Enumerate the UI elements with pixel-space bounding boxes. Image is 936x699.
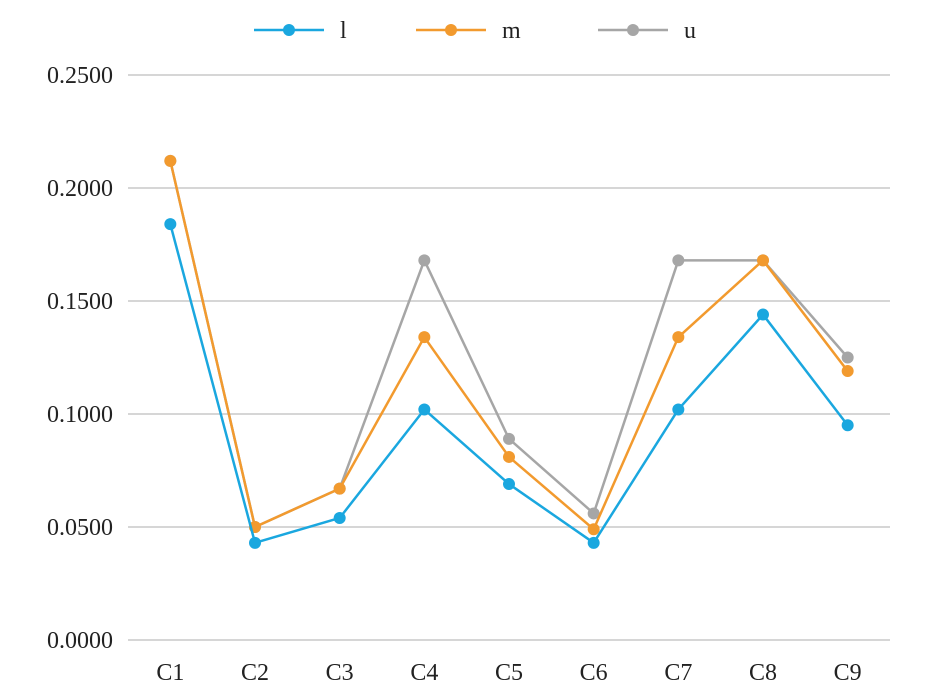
series-line-m	[169, 160, 849, 531]
y-tick-label: 0.0000	[47, 628, 113, 654]
data-point-u	[841, 351, 854, 364]
data-point-m	[164, 154, 177, 167]
legend-label: m	[502, 18, 521, 44]
legend-marker	[627, 24, 639, 36]
series-layer	[164, 154, 854, 549]
data-point-l	[587, 536, 600, 549]
x-tick-label: C3	[326, 660, 354, 686]
x-tick-label: C8	[749, 660, 777, 686]
data-point-u	[418, 254, 431, 267]
x-tick-label: C6	[580, 660, 608, 686]
series-m	[164, 154, 854, 536]
series-u	[164, 154, 854, 533]
data-point-u	[503, 432, 515, 445]
legend-item-u: u	[598, 18, 696, 44]
series-l	[164, 218, 854, 549]
x-tick-label: C4	[410, 660, 438, 686]
data-point-l	[418, 403, 431, 416]
legend-marker	[283, 24, 295, 36]
data-point-l	[841, 419, 854, 432]
x-tick-label: C1	[156, 660, 184, 686]
x-tick-label: C5	[495, 660, 523, 686]
data-point-l	[757, 308, 769, 321]
data-point-l	[164, 218, 177, 231]
data-point-m	[333, 482, 346, 495]
y-axis-tick-labels: 0.0000 0.0500 0.1000 0.1500 0.2000 0.2500	[47, 63, 113, 654]
legend-item-l: l	[254, 18, 347, 44]
x-tick-label: C2	[241, 660, 269, 686]
data-point-u	[587, 507, 600, 520]
data-point-m	[672, 331, 685, 344]
data-point-m	[418, 331, 431, 344]
data-point-m	[503, 450, 515, 463]
y-tick-label: 0.1500	[47, 289, 113, 315]
series-line-l	[169, 223, 849, 545]
y-tick-label: 0.1000	[47, 402, 113, 428]
gridlines	[128, 74, 890, 641]
legend-item-m: m	[416, 18, 521, 44]
legend-marker	[445, 24, 457, 36]
data-point-m	[757, 254, 769, 267]
legend-label: u	[684, 18, 696, 44]
data-point-l	[249, 536, 261, 549]
data-point-m	[587, 523, 600, 536]
series-line-u	[169, 160, 849, 529]
y-tick-label: 0.2000	[47, 176, 113, 202]
data-point-u	[672, 254, 685, 267]
data-point-l	[503, 478, 515, 491]
data-point-l	[672, 403, 685, 416]
y-tick-label: 0.2500	[47, 63, 113, 89]
data-point-m	[841, 365, 854, 378]
data-point-l	[333, 511, 346, 524]
legend-label: l	[340, 18, 347, 44]
y-tick-label: 0.0500	[47, 515, 113, 541]
x-axis-tick-labels: C1 C2 C3 C4 C5 C6 C7 C8 C9	[156, 660, 861, 686]
x-tick-label: C9	[834, 660, 862, 686]
x-tick-label: C7	[664, 660, 692, 686]
